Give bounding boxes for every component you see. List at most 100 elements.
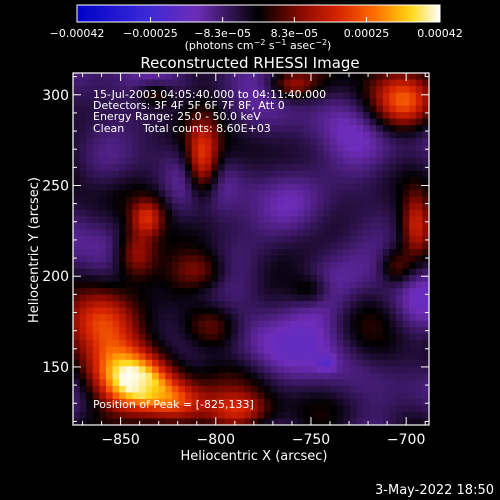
heatmap-cell: [204, 99, 212, 106]
heatmap-cell: [264, 294, 272, 302]
heatmap-cell: [178, 112, 186, 120]
heatmap-cell: [251, 268, 258, 276]
heatmap-cell: [257, 320, 265, 328]
heatmap-cell: [231, 242, 239, 250]
heatmap-cell: [402, 112, 410, 120]
heatmap-cell: [277, 333, 285, 341]
heatmap-cell: [152, 125, 160, 133]
heatmap-cell: [204, 268, 212, 276]
heatmap-cell: [165, 294, 173, 302]
heatmap-cell: [257, 216, 265, 224]
heatmap-cell: [152, 346, 160, 354]
heatmap-cell: [310, 405, 318, 413]
heatmap-cell: [264, 411, 272, 419]
heatmap-cell: [171, 86, 179, 93]
heatmap-cell: [303, 385, 311, 393]
heatmap-cell: [264, 346, 272, 354]
heatmap-cell: [409, 288, 417, 296]
heatmap-cell: [218, 131, 226, 139]
heatmap-cell: [218, 151, 226, 159]
heatmap-cell: [422, 170, 430, 178]
heatmap-cell: [171, 301, 179, 309]
heatmap-cell: [145, 235, 153, 243]
heatmap-cell: [316, 99, 324, 106]
heatmap-cell: [132, 281, 140, 289]
heatmap-cell: [178, 307, 186, 315]
heatmap-cell: [237, 314, 245, 322]
heatmap-cell: [389, 125, 397, 133]
heatmap-cell: [178, 99, 186, 106]
heatmap-cell: [303, 307, 311, 315]
heatmap-cell: [396, 255, 404, 263]
heatmap-cell: [264, 144, 272, 152]
heatmap-cell: [132, 294, 140, 302]
heatmap-cell: [343, 222, 351, 230]
heatmap-cell: [277, 379, 285, 387]
heatmap-cell: [138, 157, 146, 165]
image-annotations: 15-Jul-2003 04:05:40.000 to 04:11:40.000…: [93, 88, 326, 411]
heatmap-cell: [356, 366, 364, 374]
heatmap-cell: [336, 183, 344, 191]
heatmap-cell: [409, 366, 417, 374]
heatmap-cell: [363, 398, 371, 406]
heatmap-cell: [283, 405, 291, 413]
heatmap-cell: [382, 392, 390, 400]
heatmap-cell: [382, 268, 390, 276]
heatmap-cell: [349, 385, 357, 393]
heatmap-cell: [125, 333, 133, 341]
heatmap-cell: [171, 209, 179, 217]
heatmap-cell: [389, 366, 397, 374]
heatmap-cell: [132, 229, 140, 237]
heatmap-cell: [376, 314, 384, 322]
heatmap-cell: [382, 203, 390, 211]
heatmap-cell: [86, 340, 94, 348]
heatmap-cell: [336, 79, 344, 87]
heatmap-cell: [415, 99, 423, 106]
heatmap-cell: [218, 346, 226, 354]
heatmap-cell: [237, 242, 245, 250]
heatmap-cell: [356, 249, 364, 256]
heatmap-cell: [145, 288, 153, 296]
heatmap-cell: [218, 281, 226, 289]
heatmap-cell: [191, 353, 199, 361]
heatmap-cell: [158, 216, 166, 224]
heatmap-cell: [138, 144, 146, 152]
heatmap-cell: [204, 249, 212, 256]
heatmap-cell: [132, 112, 140, 120]
heatmap-cell: [158, 73, 166, 80]
heatmap-cell: [336, 170, 344, 178]
heatmap-cell: [389, 333, 397, 341]
heatmap-cell: [402, 177, 410, 185]
heatmap-cell: [369, 314, 377, 322]
heatmap-cell: [336, 222, 344, 230]
heatmap-cell: [330, 131, 338, 139]
heatmap-cell: [198, 144, 206, 152]
heatmap-cell: [112, 151, 120, 159]
heatmap-cell: [92, 164, 100, 172]
heatmap-cell: [369, 92, 377, 100]
heatmap-cell: [86, 307, 94, 315]
heatmap-cell: [343, 372, 351, 380]
heatmap-cell: [349, 249, 357, 256]
heatmap-cell: [323, 385, 331, 393]
heatmap-cell: [231, 333, 239, 341]
heatmap-cell: [165, 203, 173, 211]
heatmap-cell: [303, 366, 311, 374]
heatmap-cell: [316, 157, 324, 165]
x-tick-label: −850: [101, 432, 139, 448]
heatmap-cell: [224, 190, 232, 198]
heatmap-cell: [283, 209, 291, 217]
heatmap-cell: [343, 112, 351, 120]
heatmap-cell: [224, 333, 232, 341]
heatmap-cell: [343, 177, 351, 185]
heatmap-cell: [204, 398, 212, 406]
heatmap-cell: [145, 112, 153, 120]
heatmap-cell: [290, 294, 298, 302]
heatmap-cell: [283, 398, 291, 406]
heatmap-cell: [356, 229, 364, 237]
heatmap-cell: [231, 183, 239, 191]
heatmap-cell: [165, 379, 173, 387]
heatmap-cell: [283, 288, 291, 296]
heatmap-cell: [402, 288, 410, 296]
heatmap-cell: [323, 314, 331, 322]
